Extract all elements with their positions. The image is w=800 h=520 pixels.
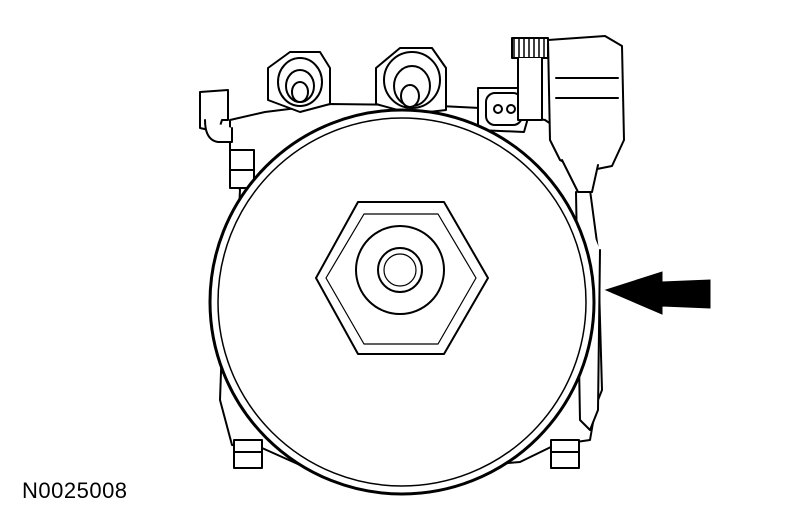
filter-center-hole bbox=[377, 247, 423, 293]
left-bracket bbox=[199, 89, 255, 189]
pointer-arrow bbox=[604, 271, 711, 315]
electrical-connector bbox=[477, 87, 529, 133]
hex-nut-chamfer bbox=[325, 213, 477, 345]
lower-right-stud bbox=[550, 439, 580, 469]
filter-center-hole-inner bbox=[383, 253, 417, 287]
figure-id-label: N0025008 bbox=[22, 478, 128, 503]
center-fitting bbox=[375, 47, 447, 115]
lower-left-stud bbox=[233, 439, 263, 469]
sensor bbox=[511, 37, 549, 121]
left-fitting bbox=[267, 51, 331, 113]
oil-filter-canister-inner-edge bbox=[217, 117, 587, 487]
